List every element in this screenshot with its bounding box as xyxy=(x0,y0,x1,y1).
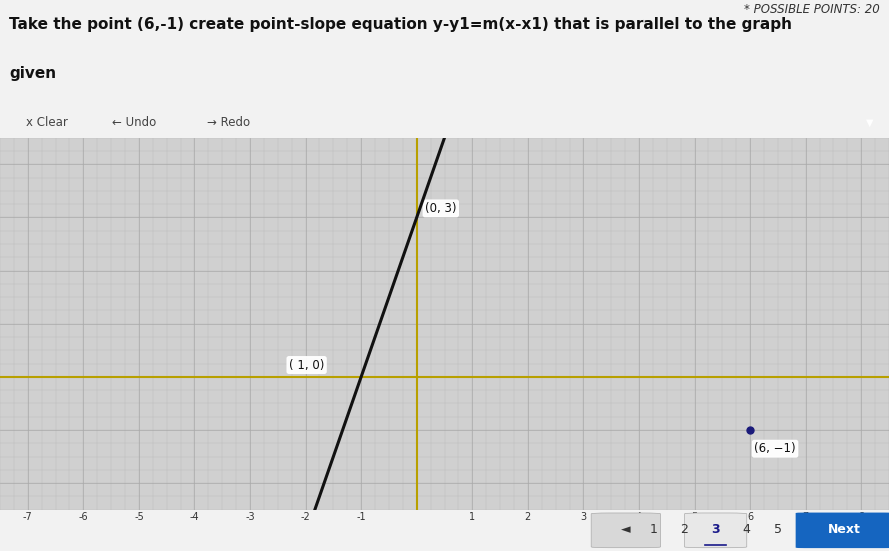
Text: ▼: ▼ xyxy=(866,117,874,128)
Text: (0, 3): (0, 3) xyxy=(425,202,457,215)
Text: 5: 5 xyxy=(774,523,781,536)
Text: → Redo: → Redo xyxy=(207,116,250,129)
Text: ← Undo: ← Undo xyxy=(112,116,156,129)
Text: 3: 3 xyxy=(711,523,720,536)
FancyBboxPatch shape xyxy=(591,513,661,548)
Text: x Clear: x Clear xyxy=(26,116,68,129)
Text: 2: 2 xyxy=(681,523,688,536)
Text: (6, −1): (6, −1) xyxy=(754,442,796,455)
Text: ◄: ◄ xyxy=(621,523,630,536)
FancyBboxPatch shape xyxy=(796,512,889,548)
Text: Take the point (6,-1) create point-slope equation y-y1=m(x-x1) that is parallel : Take the point (6,-1) create point-slope… xyxy=(9,17,792,31)
Text: 1: 1 xyxy=(650,523,657,536)
Text: given: given xyxy=(9,66,56,81)
Text: * POSSIBLE POINTS: 20: * POSSIBLE POINTS: 20 xyxy=(744,3,880,16)
Text: ( 1, 0): ( 1, 0) xyxy=(289,359,324,371)
Text: 4: 4 xyxy=(743,523,750,536)
Text: Next: Next xyxy=(829,523,861,536)
FancyBboxPatch shape xyxy=(685,513,747,548)
